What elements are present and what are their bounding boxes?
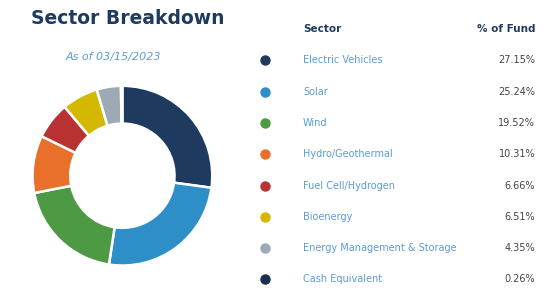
Wedge shape	[109, 183, 212, 266]
Text: Cash Equivalent: Cash Equivalent	[303, 274, 382, 284]
Text: Sector Breakdown: Sector Breakdown	[31, 9, 225, 28]
Wedge shape	[121, 86, 122, 124]
Text: % of Fund: % of Fund	[477, 24, 535, 34]
Text: 6.66%: 6.66%	[505, 181, 535, 191]
Wedge shape	[34, 186, 115, 264]
Wedge shape	[97, 86, 121, 126]
Text: 4.35%: 4.35%	[505, 243, 535, 253]
Text: 6.51%: 6.51%	[505, 212, 535, 222]
Text: Fuel Cell/Hydrogen: Fuel Cell/Hydrogen	[303, 181, 395, 191]
Wedge shape	[122, 86, 212, 188]
Text: As of 03/15/2023: As of 03/15/2023	[65, 52, 161, 62]
Text: 10.31%: 10.31%	[498, 149, 535, 159]
Text: Energy Management & Storage: Energy Management & Storage	[303, 243, 457, 253]
Wedge shape	[65, 90, 108, 136]
Wedge shape	[33, 136, 76, 193]
Text: Solar: Solar	[303, 87, 328, 97]
Text: Electric Vehicles: Electric Vehicles	[303, 56, 382, 65]
Text: Sector: Sector	[303, 24, 342, 34]
Text: 25.24%: 25.24%	[498, 87, 535, 97]
Text: Hydro/Geothermal: Hydro/Geothermal	[303, 149, 393, 159]
Wedge shape	[42, 107, 89, 153]
Text: 27.15%: 27.15%	[498, 56, 535, 65]
Text: Bioenergy: Bioenergy	[303, 212, 353, 222]
Text: 0.26%: 0.26%	[505, 274, 535, 284]
Text: 19.52%: 19.52%	[498, 118, 535, 128]
Text: Wind: Wind	[303, 118, 327, 128]
